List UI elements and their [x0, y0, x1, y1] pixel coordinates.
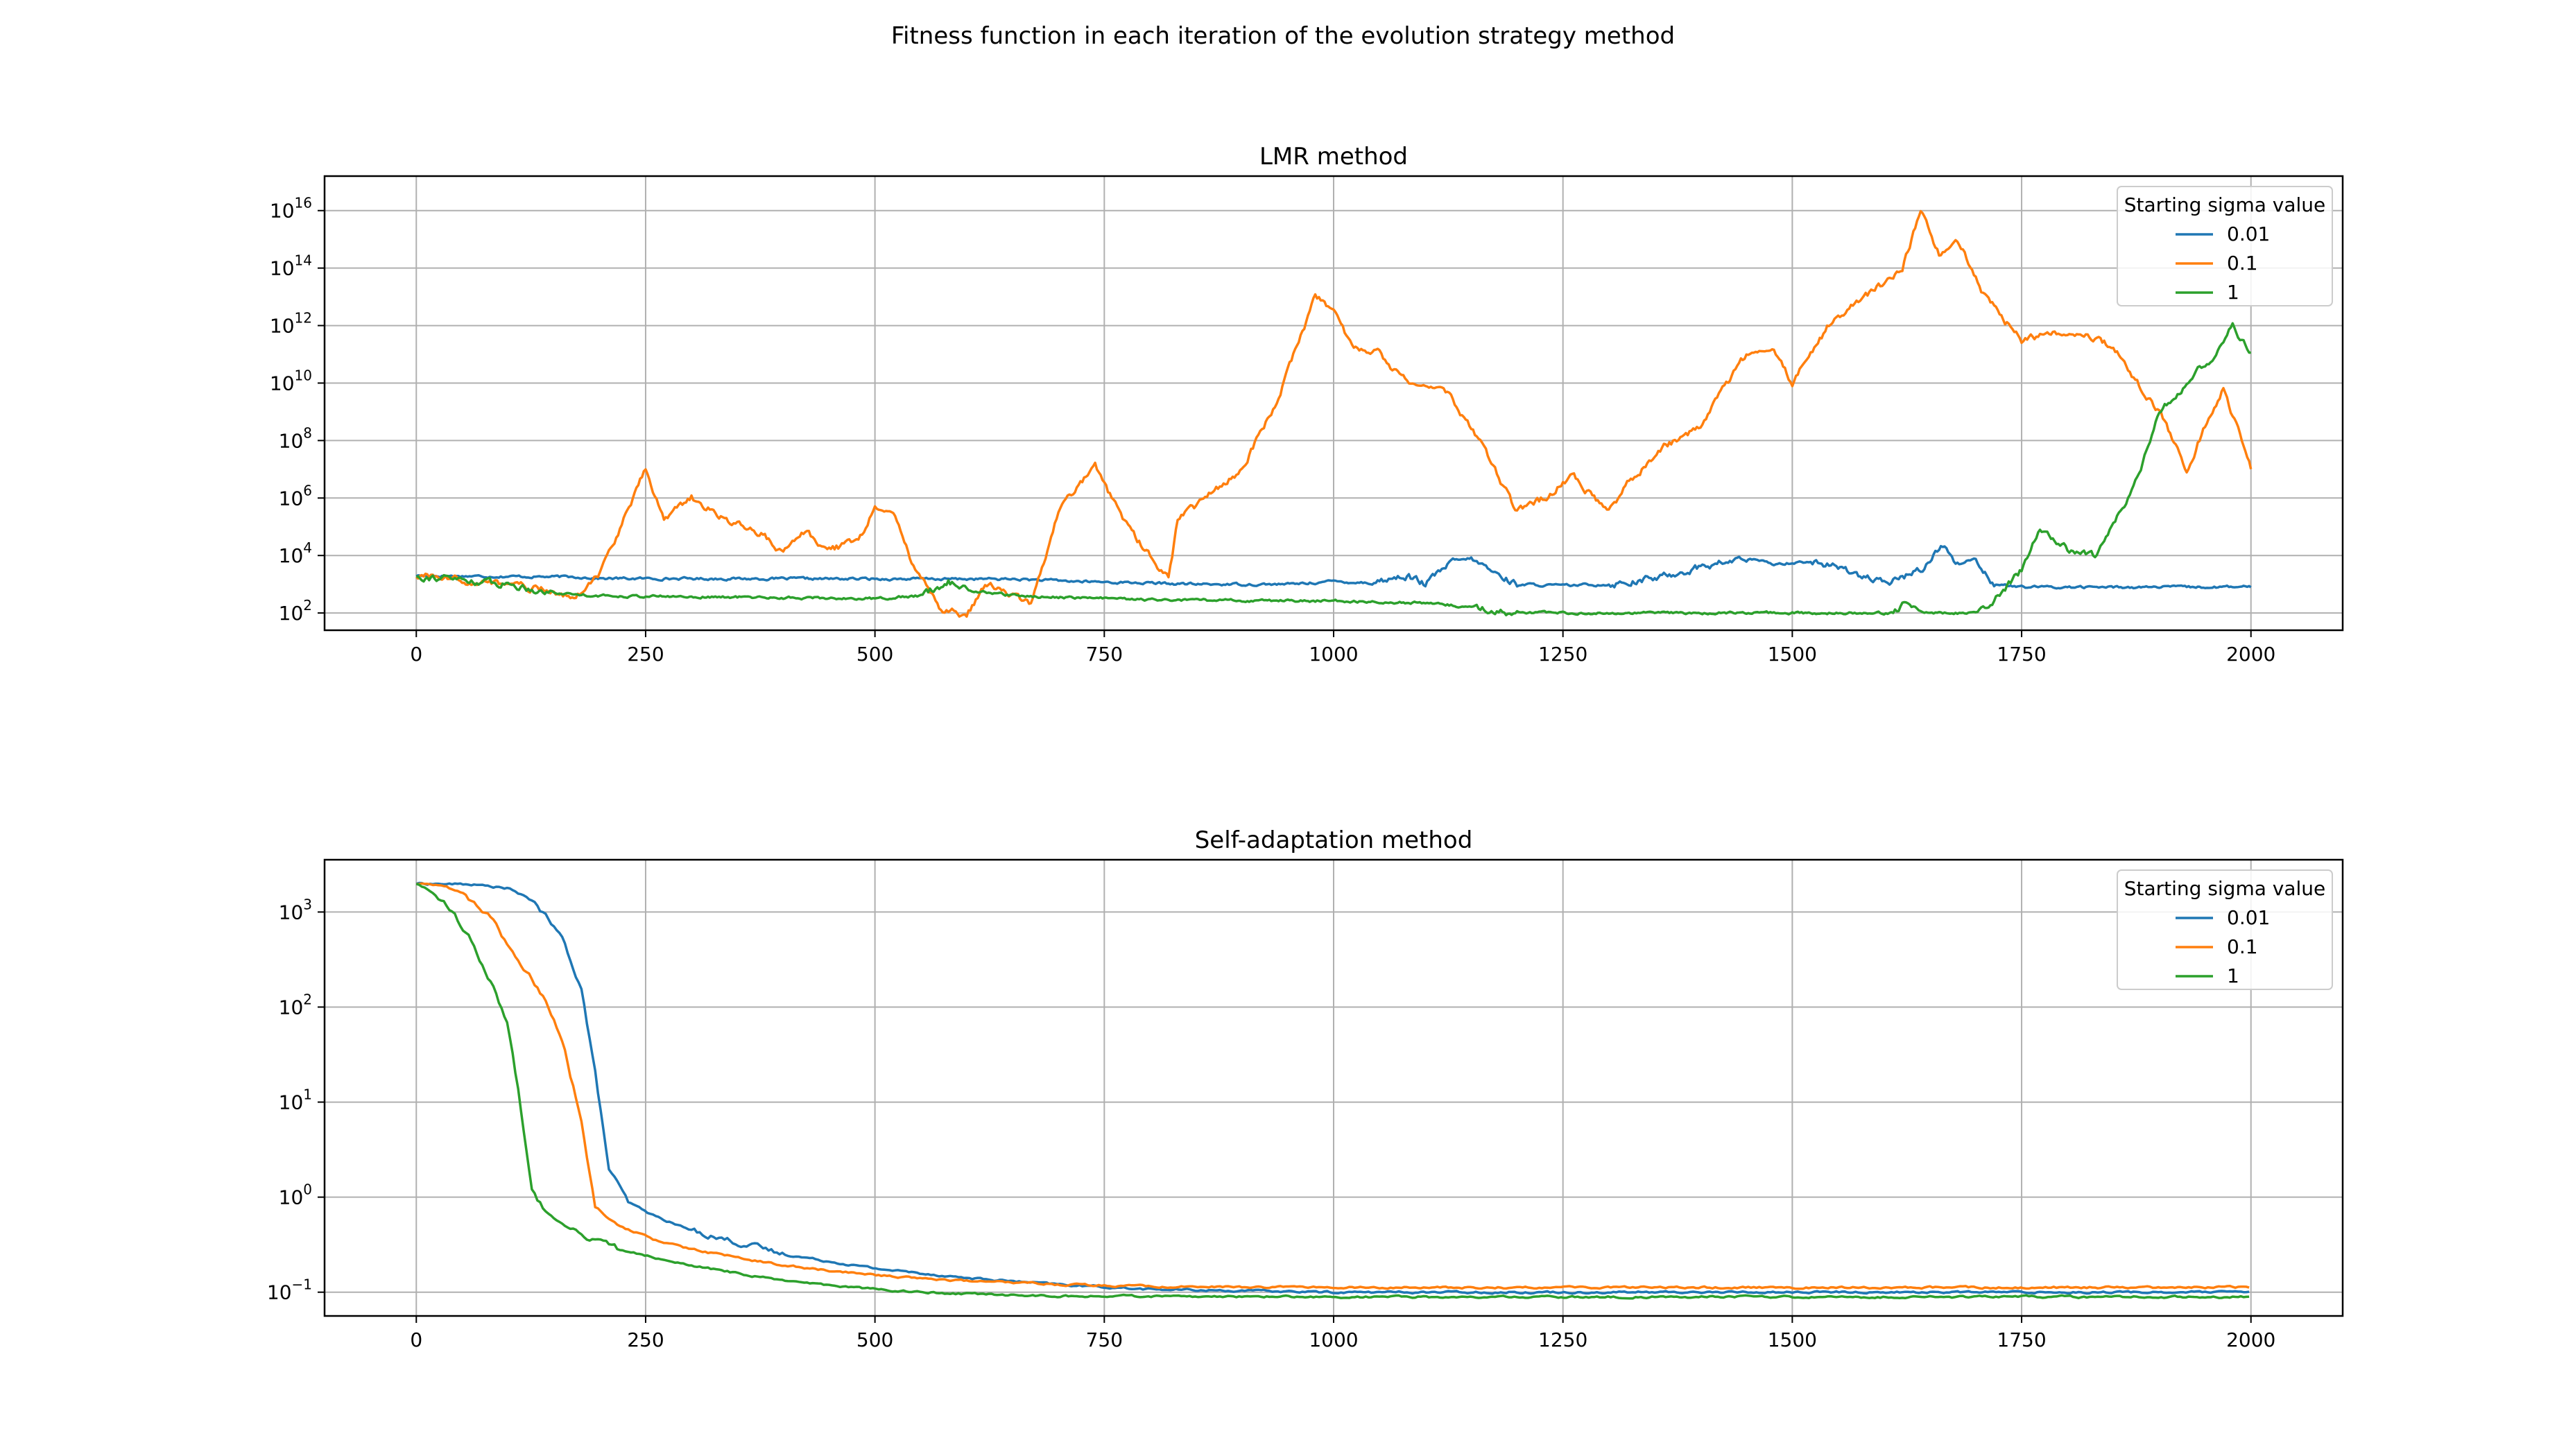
- series-line-0_01: [415, 881, 2250, 1295]
- y-tick-label: 104: [279, 539, 312, 567]
- x-tick-label: 250: [627, 643, 664, 666]
- x-tick-label: 1250: [1538, 1328, 1587, 1351]
- grid: [325, 176, 2343, 630]
- series-line-1: [415, 883, 2250, 1300]
- x-tick-label: 500: [856, 643, 893, 666]
- legend-box: [2117, 869, 2333, 990]
- legend-entry: 0.01: [2227, 223, 2270, 245]
- legend-entry: 1: [2227, 964, 2239, 987]
- y-tick-label: 108: [279, 424, 312, 452]
- legend-box: [2117, 186, 2333, 306]
- y-tick-label: 102: [279, 991, 312, 1019]
- legend-title: Starting sigma value: [2124, 193, 2326, 216]
- x-tick-label: 1750: [1997, 643, 2046, 666]
- y-tick-label: 101: [279, 1086, 312, 1114]
- x-tick-label: 1500: [1768, 1328, 1817, 1351]
- y-tick-label: 1010: [270, 367, 312, 395]
- legend-entry: 0.01: [2227, 906, 2270, 929]
- y-tick-label: 10−1: [267, 1276, 312, 1304]
- x-tick-label: 1000: [1309, 643, 1358, 666]
- series-lines: [415, 209, 2253, 618]
- x-tick-label: 1500: [1768, 643, 1817, 666]
- y-tick-label: 1016: [270, 195, 312, 223]
- y-tick-label: 100: [279, 1181, 312, 1209]
- y-tick-label: 1012: [270, 310, 312, 338]
- legend: Starting sigma value 0.01 0.1 1: [2117, 869, 2333, 990]
- x-tick-label: 0: [410, 643, 422, 666]
- x-tick-label: 750: [1086, 1328, 1123, 1351]
- subplot-self-adaptation: 0 250 500 750 1000 1250 1500 1750 2000 10−1 100 101…: [267, 826, 2344, 1351]
- x-tick-label: 2000: [2226, 1328, 2275, 1351]
- series-line-0_01: [415, 544, 2252, 590]
- figure-title: Fitness function in each iteration of th…: [890, 22, 1676, 50]
- series-lines: [415, 881, 2250, 1300]
- legend-entry: 0.1: [2227, 935, 2258, 958]
- y-tick-label: 103: [279, 896, 312, 924]
- legend-entry: 1: [2227, 281, 2239, 304]
- subplot-lmr: 0 250 500 750 1000 1250 1500 1750 2000 102 104 106 1…: [270, 143, 2344, 666]
- subplot-title: LMR method: [1259, 143, 1408, 171]
- x-tick-label: 0: [410, 1328, 422, 1351]
- legend: Starting sigma value 0.01 0.1 1: [2117, 186, 2333, 306]
- x-tick-label: 1750: [1997, 1328, 2046, 1351]
- x-tick-label: 2000: [2226, 643, 2275, 666]
- subplot-title: Self-adaptation method: [1195, 826, 1473, 854]
- x-tick-label: 1000: [1309, 1328, 1358, 1351]
- x-tick-label: 500: [856, 1328, 893, 1351]
- x-tick-label: 1250: [1538, 643, 1587, 666]
- y-tick-label: 106: [279, 482, 312, 510]
- grid: [325, 860, 2343, 1316]
- legend-entry: 0.1: [2227, 252, 2258, 275]
- x-tick-label: 250: [627, 1328, 664, 1351]
- y-tick-label: 1014: [270, 252, 312, 280]
- x-tick-label: 750: [1086, 643, 1123, 666]
- series-line-0_1: [416, 882, 2250, 1290]
- series-line-1: [415, 322, 2251, 616]
- y-tick-label: 102: [279, 597, 312, 625]
- legend-title: Starting sigma value: [2124, 877, 2326, 900]
- series-line-0_1: [415, 209, 2253, 618]
